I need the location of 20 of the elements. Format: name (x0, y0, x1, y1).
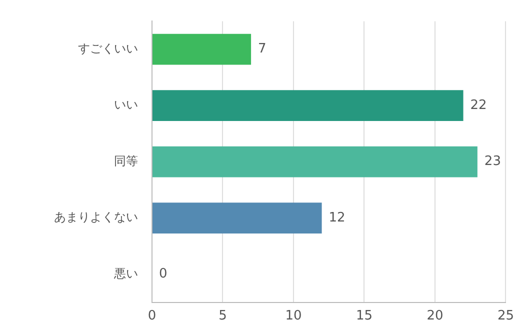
data-label: 22 (470, 98, 487, 113)
x-tick-label: 20 (426, 308, 444, 324)
x-tick-label: 5 (218, 308, 227, 324)
y-tick-label: いい (114, 98, 138, 112)
bar (152, 90, 464, 122)
y-tick-label: 悪い (113, 266, 138, 280)
x-tick-label: 10 (285, 308, 302, 324)
data-label: 0 (159, 266, 168, 282)
y-tick-label: すごくいい (78, 41, 138, 56)
x-tick-label: 25 (497, 308, 514, 324)
bar (152, 202, 322, 234)
data-label: 12 (328, 210, 346, 226)
bar (152, 34, 252, 65)
x-tick-label: 15 (356, 308, 373, 324)
bar (152, 146, 478, 178)
y-tick-label: 同等 (114, 154, 138, 168)
x-tick-label: 0 (148, 308, 156, 324)
data-label: 23 (484, 154, 501, 170)
data-label: 7 (258, 42, 266, 57)
y-tick-label: あまりよくない (54, 210, 138, 224)
